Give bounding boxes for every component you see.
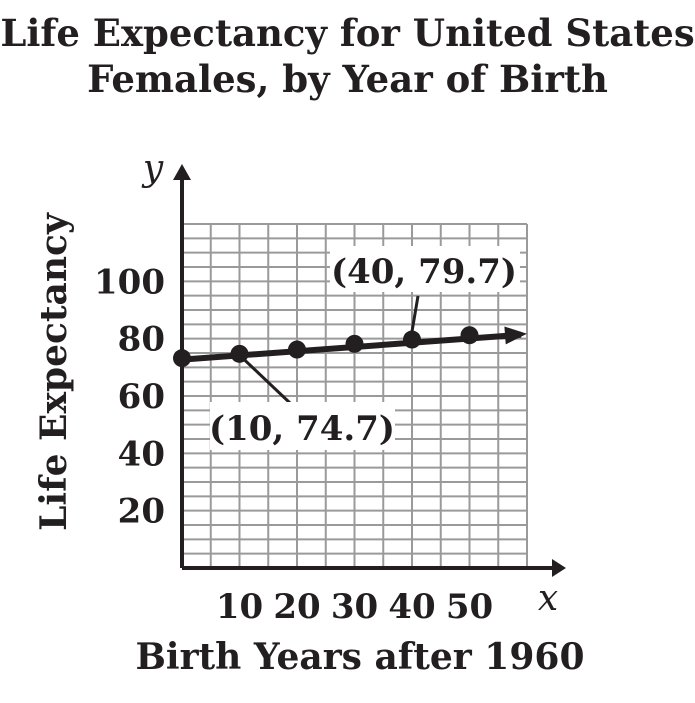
y-axis-label: Life Expectancy <box>33 212 75 531</box>
data-point <box>460 326 479 345</box>
annotation-leader <box>410 295 420 332</box>
x-tick-label: 10 <box>216 587 263 627</box>
y-tick-label: 20 <box>118 492 165 532</box>
x-axis-variable: x <box>538 578 558 619</box>
y-tick-label: 100 <box>94 262 165 302</box>
y-axis-variable: y <box>141 148 164 189</box>
chart-title: Life Expectancy for United States Female… <box>0 10 695 102</box>
data-point <box>345 334 364 353</box>
x-tick-label: 40 <box>388 587 435 627</box>
y-tick-label: 60 <box>118 377 165 417</box>
annotation-background <box>330 246 520 292</box>
trend-line-arrow <box>504 326 527 345</box>
annotation-label: (10, 74.7) <box>209 409 395 449</box>
y-tick-label: 80 <box>118 320 165 360</box>
axes <box>173 164 566 577</box>
annotation-background <box>210 402 395 450</box>
chart-title-line2: Females, by Year of Birth <box>87 57 608 101</box>
y-tick-label: 40 <box>118 434 165 474</box>
annotation-label: (40, 79.7) <box>331 252 517 292</box>
data-point <box>173 349 191 368</box>
x-tick-label: 50 <box>446 587 493 627</box>
data-point <box>403 330 421 349</box>
x-tick-label: 30 <box>331 587 378 627</box>
x-tick-label: 20 <box>273 587 320 627</box>
y-axis-arrow <box>173 164 191 180</box>
chart-title-line1: Life Expectancy for United States <box>0 11 695 55</box>
data-point <box>288 340 306 359</box>
x-axis-arrow <box>552 559 566 577</box>
x-axis-label: Birth Years after 1960 <box>135 636 585 678</box>
series <box>173 326 527 368</box>
data-point <box>230 344 249 363</box>
annotation-leader <box>243 358 292 405</box>
